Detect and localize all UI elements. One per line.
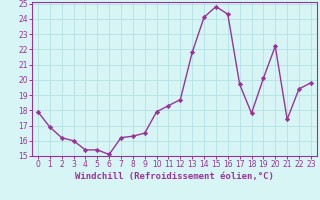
- X-axis label: Windchill (Refroidissement éolien,°C): Windchill (Refroidissement éolien,°C): [75, 172, 274, 181]
